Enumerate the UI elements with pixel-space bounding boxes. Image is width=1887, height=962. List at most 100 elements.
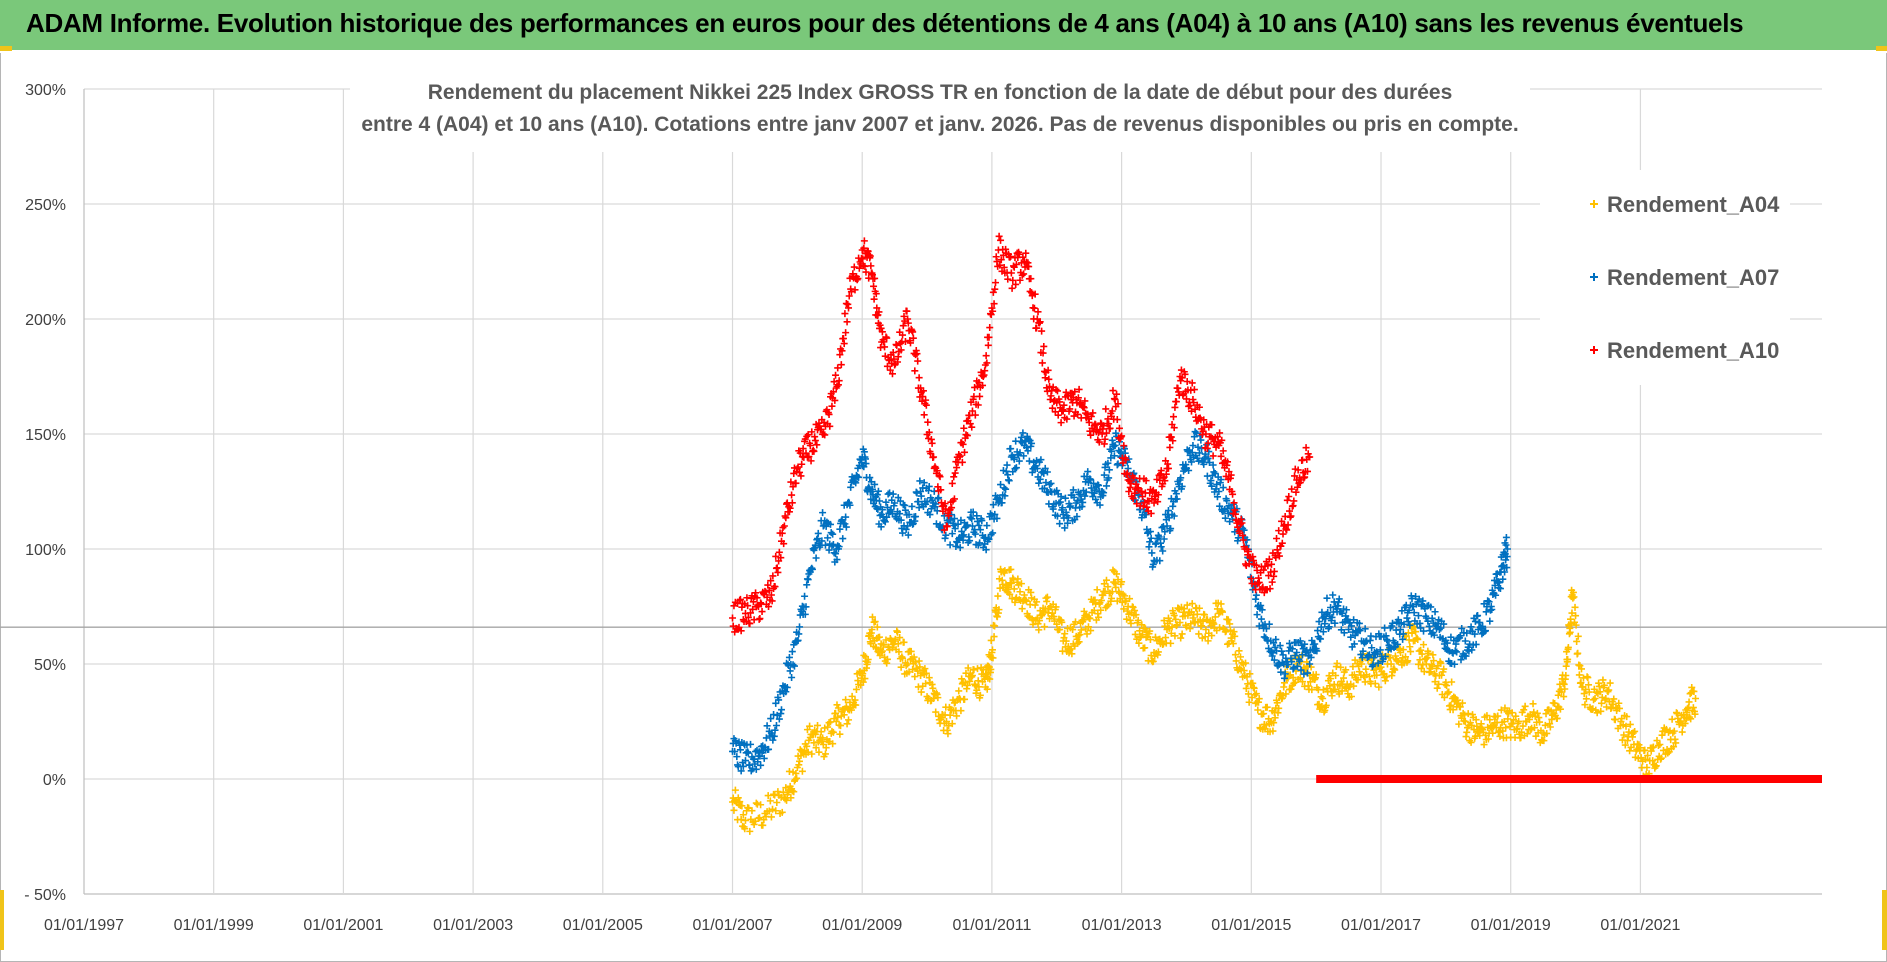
point-rendement_a07 xyxy=(877,523,885,531)
point-rendement_a04 xyxy=(1575,671,1583,679)
point-rendement_a07 xyxy=(1277,668,1285,676)
point-rendement_a07 xyxy=(1148,549,1156,557)
point-rendement_a10 xyxy=(997,256,1005,264)
point-rendement_a04 xyxy=(1542,710,1550,718)
point-rendement_a10 xyxy=(1066,405,1074,413)
point-rendement_a04 xyxy=(1035,617,1043,625)
x-tick-label: 01/01/2007 xyxy=(692,917,772,934)
point-rendement_a07 xyxy=(905,511,913,519)
point-rendement_a07 xyxy=(1025,457,1033,465)
point-rendement_a10 xyxy=(1118,432,1126,440)
point-rendement_a04 xyxy=(1602,694,1610,702)
point-rendement_a07 xyxy=(1053,512,1061,520)
point-rendement_a04 xyxy=(976,691,984,699)
point-rendement_a10 xyxy=(1157,467,1165,475)
point-rendement_a04 xyxy=(1672,739,1680,747)
point-rendement_a10 xyxy=(756,615,764,623)
point-rendement_a04 xyxy=(1449,706,1457,714)
point-rendement_a10 xyxy=(811,437,819,445)
point-rendement_a04 xyxy=(915,657,923,665)
point-rendement_a07 xyxy=(757,761,765,769)
point-rendement_a04 xyxy=(1430,657,1438,665)
point-rendement_a07 xyxy=(1069,486,1077,494)
chart-title-line: entre 4 (A04) et 10 ans (A10). Cotations… xyxy=(361,113,1518,136)
point-rendement_a07 xyxy=(1011,465,1019,473)
point-rendement_a07 xyxy=(1012,464,1020,472)
point-rendement_a07 xyxy=(1329,591,1337,599)
point-rendement_a04 xyxy=(756,814,764,822)
point-rendement_a10 xyxy=(830,378,838,386)
point-rendement_a04 xyxy=(1559,679,1567,687)
point-rendement_a07 xyxy=(1452,640,1460,648)
point-rendement_a07 xyxy=(942,531,950,539)
point-rendement_a04 xyxy=(1018,605,1026,613)
point-rendement_a10 xyxy=(1045,375,1053,383)
point-rendement_a10 xyxy=(753,594,761,602)
legend-background xyxy=(1540,170,1790,385)
point-rendement_a04 xyxy=(1126,595,1134,603)
point-rendement_a07 xyxy=(731,748,739,756)
point-rendement_a04 xyxy=(894,640,902,648)
point-rendement_a04 xyxy=(983,670,991,678)
point-rendement_a07 xyxy=(1463,629,1471,637)
point-rendement_a07 xyxy=(1422,612,1430,620)
point-rendement_a04 xyxy=(1621,741,1629,749)
point-rendement_a04 xyxy=(812,744,820,752)
point-rendement_a04 xyxy=(973,665,981,673)
point-rendement_a07 xyxy=(765,745,773,753)
point-rendement_a10 xyxy=(758,608,766,616)
point-rendement_a10 xyxy=(990,300,998,308)
point-rendement_a04 xyxy=(944,730,952,738)
point-rendement_a07 xyxy=(1486,617,1494,625)
point-rendement_a07 xyxy=(835,543,843,551)
point-rendement_a07 xyxy=(1502,541,1510,549)
point-rendement_a04 xyxy=(1523,730,1531,738)
point-rendement_a07 xyxy=(812,554,820,562)
point-rendement_a04 xyxy=(1127,619,1135,627)
point-rendement_a04 xyxy=(808,750,816,758)
point-rendement_a10 xyxy=(1283,526,1291,534)
point-rendement_a10 xyxy=(1191,405,1199,413)
point-rendement_a07 xyxy=(1185,466,1193,474)
point-rendement_a10 xyxy=(1195,403,1203,411)
point-rendement_a04 xyxy=(1438,671,1446,679)
point-rendement_a04 xyxy=(1350,682,1358,690)
point-rendement_a04 xyxy=(804,748,812,756)
point-rendement_a07 xyxy=(1269,649,1277,657)
point-rendement_a04 xyxy=(1620,731,1628,739)
point-rendement_a10 xyxy=(913,350,921,358)
point-rendement_a10 xyxy=(744,602,752,610)
point-rendement_a07 xyxy=(1087,476,1095,484)
point-rendement_a04 xyxy=(1097,596,1105,604)
point-rendement_a07 xyxy=(795,630,803,638)
point-rendement_a04 xyxy=(834,713,842,721)
point-rendement_a10 xyxy=(1290,497,1298,505)
point-rendement_a10 xyxy=(896,339,904,347)
point-rendement_a04 xyxy=(1087,627,1095,635)
point-rendement_a10 xyxy=(909,328,917,336)
point-rendement_a07 xyxy=(901,506,909,514)
point-rendement_a07 xyxy=(1412,593,1420,601)
point-rendement_a04 xyxy=(1141,625,1149,633)
point-rendement_a04 xyxy=(1112,583,1120,591)
point-rendement_a10 xyxy=(798,460,806,468)
point-rendement_a04 xyxy=(1061,630,1069,638)
point-rendement_a07 xyxy=(829,540,837,548)
point-rendement_a04 xyxy=(880,641,888,649)
point-rendement_a07 xyxy=(998,499,1006,507)
point-rendement_a04 xyxy=(1605,686,1613,694)
point-rendement_a04 xyxy=(764,792,772,800)
point-rendement_a04 xyxy=(902,661,910,669)
point-rendement_a10 xyxy=(1033,324,1041,332)
point-rendement_a07 xyxy=(983,522,991,530)
point-rendement_a04 xyxy=(817,728,825,736)
point-rendement_a04 xyxy=(883,655,891,663)
point-rendement_a10 xyxy=(1089,409,1097,417)
point-rendement_a07 xyxy=(823,518,831,526)
point-rendement_a04 xyxy=(1068,650,1076,658)
point-rendement_a04 xyxy=(1582,685,1590,693)
point-rendement_a04 xyxy=(803,742,811,750)
point-rendement_a04 xyxy=(1024,612,1032,620)
point-rendement_a04 xyxy=(842,696,850,704)
point-rendement_a10 xyxy=(851,286,859,294)
